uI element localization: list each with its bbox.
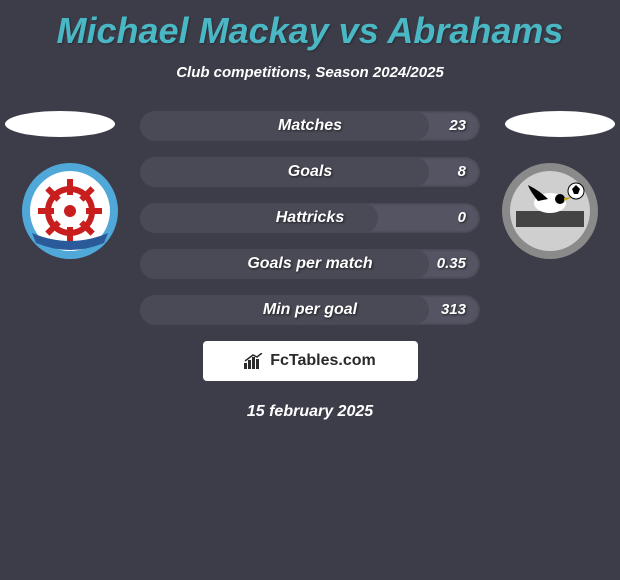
stat-label: Hattricks: [140, 203, 480, 233]
brand-chart-icon: [244, 353, 264, 369]
page-title: Michael Mackay vs Abrahams: [0, 0, 620, 52]
comparison-content: Matches23 Goals8 Hattricks0 Goals per match…: [0, 111, 620, 421]
brand-box[interactable]: FcTables.com: [203, 341, 418, 381]
stat-label: Goals: [140, 157, 480, 187]
stat-value: 23: [449, 111, 466, 141]
stat-row: Min per goal313: [140, 295, 480, 325]
stat-label: Goals per match: [140, 249, 480, 279]
stat-value: 313: [441, 295, 466, 325]
stat-value: 0.35: [437, 249, 466, 279]
ellipse-right: [505, 111, 615, 137]
stat-label: Min per goal: [140, 295, 480, 325]
stat-row: Goals8: [140, 157, 480, 187]
stat-value: 0: [458, 203, 466, 233]
brand-text: FcTables.com: [270, 352, 376, 370]
club-logo-left: [20, 161, 120, 261]
ellipse-left: [5, 111, 115, 137]
stat-row: Hattricks0: [140, 203, 480, 233]
stat-row: Matches23: [140, 111, 480, 141]
stat-value: 8: [458, 157, 466, 187]
stat-row: Goals per match0.35: [140, 249, 480, 279]
date-text: 15 february 2025: [0, 403, 620, 421]
club-logo-right: [500, 161, 600, 261]
subtitle: Club competitions, Season 2024/2025: [0, 64, 620, 81]
stat-label: Matches: [140, 111, 480, 141]
magpie-logo-icon: [500, 161, 600, 261]
hartlepool-logo-icon: [20, 161, 120, 261]
stats-bars: Matches23 Goals8 Hattricks0 Goals per match…: [140, 111, 480, 325]
